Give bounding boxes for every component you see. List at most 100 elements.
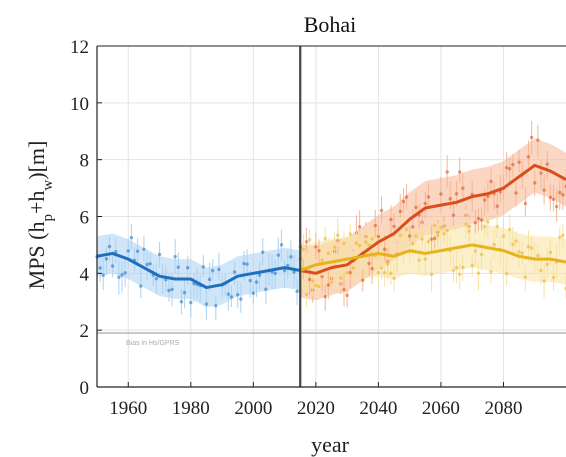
data-point [476, 216, 481, 221]
data-point [401, 199, 406, 204]
data-point [454, 266, 459, 270]
data-point [173, 254, 177, 259]
data-point [486, 220, 490, 224]
data-point [414, 205, 418, 210]
data-point [436, 233, 440, 238]
data-point [157, 252, 162, 257]
data-point [307, 238, 312, 242]
data-point [523, 201, 528, 206]
data-point [351, 266, 356, 270]
data-point [526, 244, 531, 249]
data-point [461, 265, 465, 270]
data-point [339, 276, 343, 280]
data-point [495, 224, 499, 229]
data-point [126, 249, 130, 253]
data-point [414, 234, 418, 238]
data-point [551, 275, 556, 280]
y-axis-title-sub2: w [40, 180, 56, 191]
data-point [242, 261, 246, 266]
data-point [554, 204, 559, 209]
data-point [357, 244, 362, 248]
data-point [483, 225, 487, 229]
data-point [379, 266, 384, 270]
data-point [432, 223, 437, 228]
data-point [367, 261, 371, 266]
data-point [282, 268, 287, 273]
data-point [389, 217, 393, 222]
data-point [445, 228, 449, 233]
tick-labels: 0 2 4 6 8 10 12 1960 1980 2000 2020 2040 2060 2080 [70, 37, 522, 419]
data-point [114, 249, 118, 254]
data-point [320, 274, 324, 279]
data-point [420, 237, 424, 241]
data-point [107, 244, 112, 249]
data-point [264, 287, 268, 291]
data-point [326, 251, 331, 256]
data-point [104, 257, 109, 261]
data-point [504, 165, 509, 170]
x-tick-label: 2080 [484, 398, 522, 419]
data-point [423, 257, 427, 261]
data-point [332, 245, 337, 249]
data-point [273, 271, 277, 276]
data-point [511, 162, 515, 167]
data-point [145, 262, 149, 267]
data-point [139, 284, 143, 288]
data-point [548, 250, 553, 255]
data-point [486, 194, 490, 199]
data-point [386, 262, 390, 266]
data-point [364, 240, 368, 244]
data-point [473, 249, 478, 253]
data-point [323, 236, 327, 241]
data-point [323, 295, 327, 299]
data-point [411, 225, 415, 229]
data-point [445, 170, 449, 174]
data-point [373, 223, 377, 228]
data-point [376, 234, 381, 239]
data-point [529, 135, 534, 140]
data-point [276, 253, 281, 257]
data-point [301, 247, 306, 251]
data-point [307, 277, 312, 282]
data-point [189, 300, 193, 305]
data-point [470, 263, 474, 268]
data-point [236, 293, 240, 297]
x-tick-label: 1960 [109, 398, 147, 419]
data-point [442, 231, 446, 236]
data-point [176, 265, 180, 269]
data-point [558, 190, 562, 195]
data-point [120, 273, 124, 277]
data-point [248, 278, 252, 283]
series-line [96, 251, 301, 290]
data-point [379, 208, 384, 213]
y-tick-label: 12 [70, 37, 89, 58]
x-tick-label: 2040 [359, 398, 397, 419]
data-point [232, 270, 237, 274]
data-point [261, 250, 265, 254]
data-point [342, 287, 346, 292]
data-point [432, 236, 437, 241]
data-point [404, 195, 409, 199]
y-axis-title-post: )[m] [24, 141, 49, 180]
data-point [251, 291, 256, 295]
data-point [204, 302, 209, 306]
note-label: Bias in Hs/GPRS [126, 340, 180, 347]
data-point [345, 271, 349, 275]
data-point [542, 279, 546, 283]
y-tick-label: 8 [80, 151, 90, 172]
data-point [479, 218, 484, 222]
y-axis-title-mid: +h [24, 191, 49, 214]
data-point [495, 204, 499, 208]
data-point [292, 270, 296, 274]
data-point [457, 170, 462, 174]
data-point [514, 239, 518, 243]
data-point [517, 250, 521, 254]
data-point [317, 284, 321, 289]
data-point [514, 191, 518, 195]
data-point [154, 276, 159, 281]
data-point [314, 283, 318, 288]
data-point [545, 162, 549, 166]
data-point [170, 287, 174, 292]
data-point [536, 253, 540, 258]
